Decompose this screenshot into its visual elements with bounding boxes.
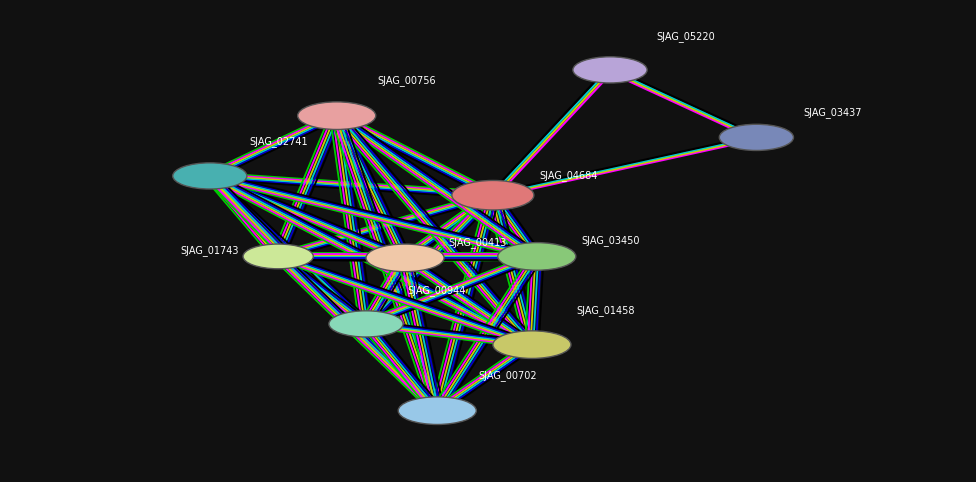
Ellipse shape: [493, 331, 571, 359]
Text: SJAG_03437: SJAG_03437: [803, 107, 862, 118]
Ellipse shape: [366, 244, 444, 272]
Text: SJAG_00944: SJAG_00944: [407, 285, 466, 296]
Text: SJAG_00702: SJAG_00702: [478, 370, 537, 381]
Ellipse shape: [498, 242, 576, 270]
Text: SJAG_01458: SJAG_01458: [577, 305, 635, 316]
Text: SJAG_04684: SJAG_04684: [540, 170, 598, 181]
Ellipse shape: [719, 124, 793, 150]
Ellipse shape: [173, 163, 247, 189]
Text: SJAG_00756: SJAG_00756: [378, 75, 436, 86]
Ellipse shape: [298, 102, 376, 130]
Text: SJAG_03450: SJAG_03450: [582, 235, 640, 246]
Text: SJAG_00413: SJAG_00413: [448, 237, 507, 248]
Ellipse shape: [573, 57, 647, 83]
Text: SJAG_05220: SJAG_05220: [657, 31, 715, 42]
Ellipse shape: [398, 397, 476, 425]
Ellipse shape: [452, 180, 534, 210]
Text: SJAG_01743: SJAG_01743: [181, 245, 239, 256]
Ellipse shape: [329, 311, 403, 337]
Ellipse shape: [243, 244, 313, 269]
Text: SJAG_02741: SJAG_02741: [249, 136, 307, 147]
